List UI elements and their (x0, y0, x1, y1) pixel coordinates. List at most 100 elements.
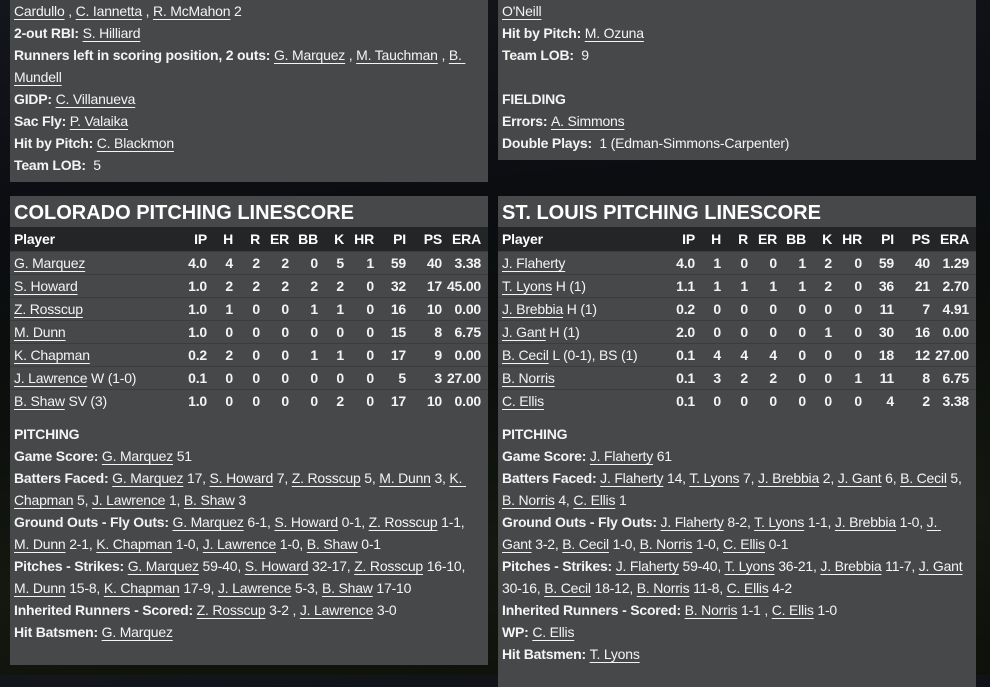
stat-value: 30-16, (502, 558, 967, 596)
player-link[interactable]: Z. Rosscup (291, 470, 361, 486)
player-link[interactable]: B. Norris (684, 602, 738, 618)
stat-cell: 0 (697, 319, 723, 343)
player-link[interactable]: J. Gant (502, 514, 941, 552)
player-link[interactable]: J. Lawrence (299, 602, 374, 618)
player-link[interactable]: B. Shaw (14, 392, 65, 409)
player-link[interactable]: J. Flaherty (660, 514, 724, 530)
player-link[interactable]: T. Lyons (754, 514, 805, 530)
stat-cell: 0.00 (444, 388, 488, 412)
player-link[interactable]: Z. Rosscup (354, 558, 423, 574)
player-link[interactable]: C. Ellis (723, 536, 765, 552)
player-link[interactable]: J. Gant (837, 470, 882, 486)
player-link[interactable]: C. Ellis (726, 580, 769, 596)
player-link[interactable]: J. Brebbia (758, 470, 820, 486)
player-link[interactable]: G. Marquez (101, 624, 173, 640)
player-link[interactable]: M. Dunn (14, 580, 66, 596)
column-header: PI (376, 227, 408, 251)
player-link[interactable]: J. Lawrence (202, 536, 277, 552)
stat-value: , (141, 3, 153, 19)
player-link[interactable]: M. Ozuna (584, 25, 644, 41)
player-link[interactable]: G. Marquez (101, 448, 174, 464)
player-link[interactable]: B. Norris (636, 580, 690, 596)
player-link[interactable]: T. Lyons (689, 470, 740, 486)
player-link[interactable]: Cardullo (14, 3, 65, 19)
player-link[interactable]: A. Simmons (550, 113, 625, 129)
player-link[interactable]: J. Gant (502, 323, 546, 340)
player-link[interactable]: R. McMahon (153, 3, 231, 19)
player-link[interactable]: B. Norris (639, 536, 693, 552)
player-link[interactable]: M. Tauchman (356, 47, 438, 63)
player-link[interactable]: K. Chapman (14, 470, 466, 508)
player-link[interactable]: C. Ellis (502, 392, 544, 409)
player-link[interactable]: S. Hilliard (82, 25, 141, 41)
player-link[interactable]: J. Flaherty (589, 448, 654, 464)
player-link[interactable]: K. Chapman (14, 346, 90, 363)
player-link[interactable]: S. Howard (209, 470, 274, 486)
player-link[interactable]: S. Howard (244, 558, 309, 574)
stat-value: 17-10 (372, 580, 412, 596)
column-header: H (697, 227, 723, 251)
decision-suffix: H (1) (552, 277, 586, 294)
player-link[interactable]: B. Cecil (900, 470, 947, 486)
player-link[interactable]: J. Brebbia (834, 514, 896, 530)
player-link[interactable]: G. Marquez (127, 558, 199, 574)
stat-value: 18-12, (590, 580, 637, 596)
stat-value: , (345, 47, 357, 63)
stat-cell: 7 (896, 296, 932, 320)
stat-label: 2-out RBI: (14, 25, 83, 41)
player-link[interactable]: C. Iannetta (75, 3, 142, 19)
player-link[interactable]: J. Flaherty (600, 470, 664, 486)
player-link[interactable]: S. Howard (274, 514, 338, 530)
player-link[interactable]: B. Cecil (562, 536, 609, 552)
stat-value: , (437, 47, 449, 63)
player-cell: J. Gant H (1) (498, 319, 665, 343)
player-link[interactable]: B. Shaw (183, 492, 235, 508)
player-link[interactable]: C. Blackmon (96, 135, 174, 151)
stlouis-pitching-notes: PITCHING Game Score: J. Flaherty 61 Batter… (498, 423, 976, 675)
player-link[interactable]: G. Marquez (112, 470, 184, 486)
player-link[interactable]: B. Mundell (14, 47, 466, 85)
player-link[interactable]: T. Lyons (502, 277, 553, 294)
player-link[interactable]: B. Cecil (544, 580, 591, 596)
stat-cell: 0 (834, 296, 864, 320)
player-link[interactable]: M. Dunn (14, 323, 66, 340)
player-link[interactable]: P. Valaika (69, 113, 128, 129)
player-link[interactable]: K. Chapman (103, 580, 180, 596)
stat-cell: 5 (376, 365, 408, 389)
player-link[interactable]: J. Brebbia (502, 300, 564, 317)
player-link[interactable]: J. Lawrence (91, 492, 166, 508)
player-link[interactable]: G. Marquez (273, 47, 346, 63)
player-link[interactable]: G. Marquez (172, 514, 244, 530)
stat-cell: 16 (376, 296, 408, 320)
player-link[interactable]: C. Villanueva (55, 91, 136, 107)
player-link[interactable]: G. Marquez (14, 254, 86, 271)
player-link[interactable]: J. Flaherty (502, 254, 566, 271)
stat-cell: 0 (346, 365, 376, 389)
player-link[interactable]: M. Dunn (379, 470, 431, 486)
player-link[interactable]: C. Ellis (532, 624, 575, 640)
stat-cell: 2 (209, 342, 235, 366)
player-link[interactable]: T. Lyons (589, 646, 640, 662)
player-link[interactable]: O'Neill (502, 3, 542, 19)
player-link[interactable]: B. Shaw (306, 536, 358, 552)
player-link[interactable]: B. Norris (502, 369, 555, 386)
player-link[interactable]: Z. Rosscup (368, 514, 438, 530)
player-link[interactable]: B. Norris (502, 492, 555, 508)
player-link[interactable]: J. Lawrence (14, 369, 88, 386)
player-link[interactable]: B. Cecil (502, 346, 549, 363)
player-link[interactable]: J. Lawrence (217, 580, 292, 596)
stat-cell: 1 (808, 319, 834, 343)
player-link[interactable]: Z. Rosscup (14, 300, 83, 317)
player-link[interactable]: J. Brebbia (820, 558, 882, 574)
player-link[interactable]: Z. Rosscup (196, 602, 266, 618)
player-link[interactable]: T. Lyons (724, 558, 775, 574)
player-link[interactable]: K. Chapman (96, 536, 173, 552)
stat-cell: 17 (376, 342, 408, 366)
player-link[interactable]: J. Flaherty (615, 558, 679, 574)
player-link[interactable]: C. Ellis (573, 492, 616, 508)
player-link[interactable]: S. Howard (14, 277, 78, 294)
player-link[interactable]: B. Shaw (321, 580, 373, 596)
player-link[interactable]: M. Dunn (14, 536, 66, 552)
player-link[interactable]: C. Ellis (771, 602, 814, 618)
player-link[interactable]: J. Gant (918, 558, 963, 574)
